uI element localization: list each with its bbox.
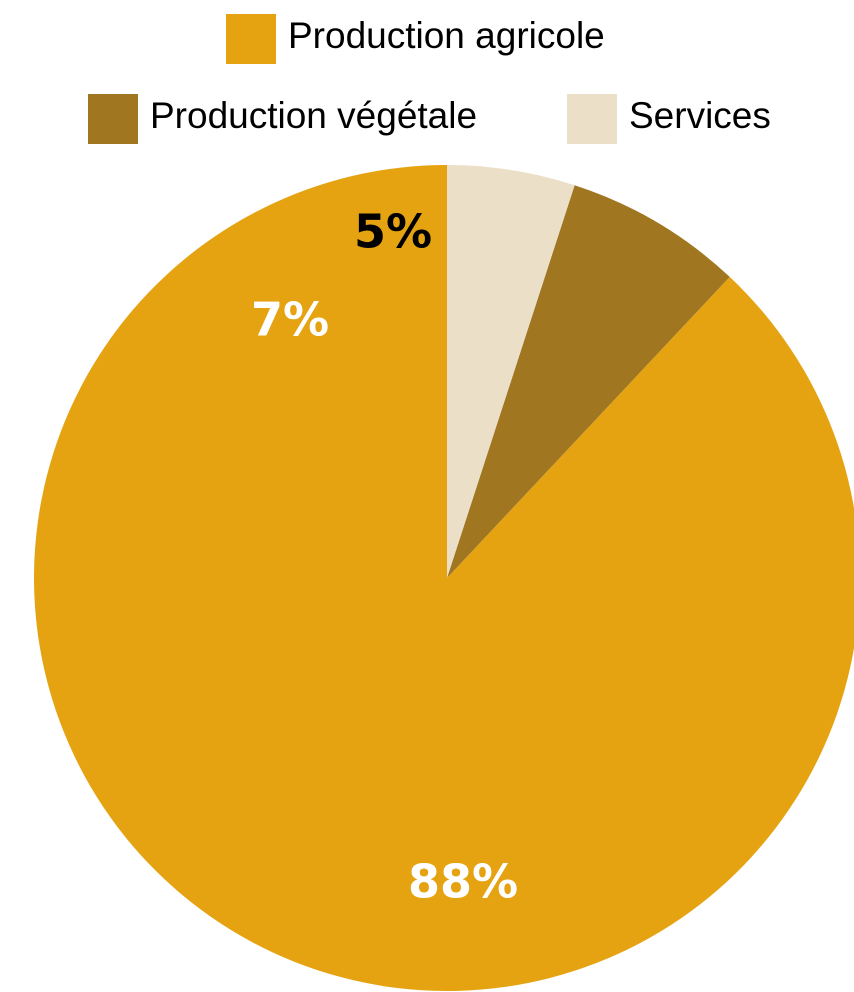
- legend-swatch-production-vegetale: [88, 94, 138, 144]
- legend: Production agricole Production végétale Se…: [88, 14, 771, 144]
- pie-slice-production-vegetale: [447, 185, 730, 578]
- legend-item-production-agricole: Production agricole: [226, 14, 605, 64]
- data-label-services: 5%: [354, 205, 432, 259]
- legend-swatch-production-agricole: [226, 14, 276, 64]
- data-label-production-agricole: 88%: [408, 855, 518, 909]
- legend-label-production-agricole: Production agricole: [288, 15, 605, 56]
- pie-slice-services: [447, 165, 575, 578]
- legend-item-services: Services: [567, 94, 771, 144]
- pie-slices: [34, 165, 854, 991]
- data-label-production-vegetale: 7%: [251, 293, 329, 347]
- legend-swatch-services: [567, 94, 617, 144]
- legend-label-production-vegetale: Production végétale: [150, 95, 477, 136]
- pie-slice-production-agricole: [34, 165, 854, 991]
- legend-item-production-vegetale: Production végétale: [88, 94, 477, 144]
- slice-labels: 88% 7% 5%: [251, 205, 518, 909]
- legend-label-services: Services: [629, 95, 771, 136]
